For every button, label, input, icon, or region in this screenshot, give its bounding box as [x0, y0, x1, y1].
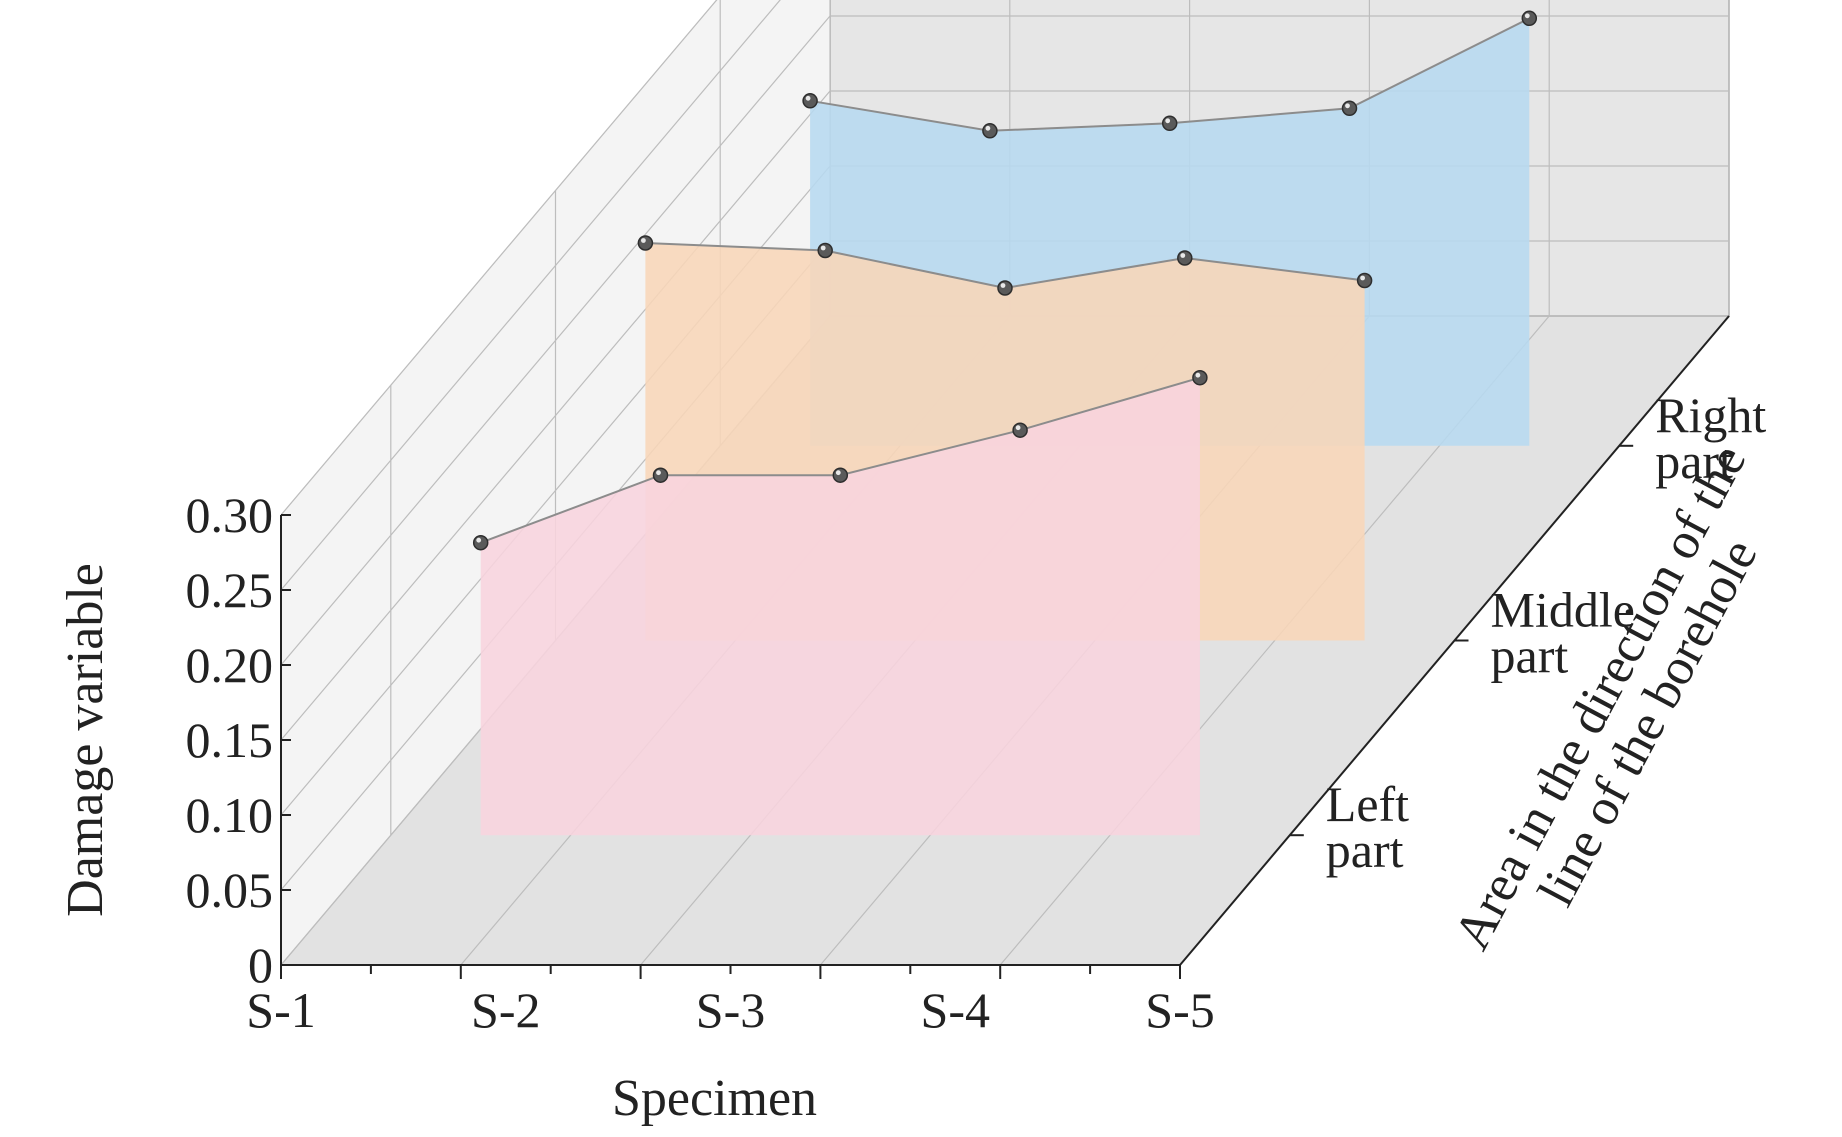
y-tick-label: Left part [1326, 776, 1409, 878]
x-tick-label: S-5 [1145, 982, 1214, 1038]
data-point-3-1 [802, 93, 818, 109]
data-point-highlight [1180, 253, 1186, 258]
data-point-2-3 [997, 280, 1013, 296]
series-area-1 [480, 377, 1200, 836]
data-point-3-3 [1161, 115, 1178, 132]
data-point-2-1 [637, 235, 654, 251]
z-tick-label: 0.15 [186, 712, 274, 768]
data-point-highlight [1015, 425, 1021, 431]
x-tick-label: S-3 [696, 982, 765, 1038]
data-point-highlight [1345, 103, 1350, 109]
z-tick-label: 0.20 [186, 637, 274, 693]
data-point-highlight [641, 238, 646, 243]
data-point-2-2 [817, 242, 833, 259]
x-tick-label: S-4 [921, 982, 990, 1038]
data-point-highlight [820, 245, 826, 251]
data-point-highlight [805, 95, 811, 101]
data-point-3-5 [1521, 10, 1538, 27]
data-point-highlight [1000, 283, 1006, 288]
z-tick-label: 0.10 [186, 787, 274, 843]
y-tick-label-line: Right [1655, 387, 1766, 443]
series-ribbon-1 [472, 369, 1208, 836]
z-tick-label: 0.30 [186, 487, 274, 543]
data-point-highlight [1165, 118, 1171, 124]
data-point-highlight [1360, 275, 1365, 281]
chart-axes [280, 315, 1730, 979]
data-point-3-2 [982, 123, 998, 139]
x-tick-label: S-1 [246, 982, 315, 1038]
data-point-1-3 [832, 467, 849, 483]
data-point-highlight [476, 537, 482, 543]
x-tick-label: S-2 [471, 982, 540, 1038]
data-point-1-4 [1012, 422, 1028, 438]
data-point-highlight [1195, 372, 1201, 378]
data-point-highlight [656, 470, 661, 476]
y-tick-label-line: Middle [1491, 582, 1635, 638]
z-axis-title: Damage variable [57, 563, 114, 917]
data-point-1-5 [1192, 369, 1208, 386]
y-tick-label-line: part [1326, 822, 1404, 878]
x-axis-title: Specimen [612, 1070, 817, 1127]
data-point-highlight [985, 125, 991, 131]
y-tick-label: Middle part [1491, 582, 1635, 684]
data-point-1-2 [652, 467, 669, 483]
data-point-highlight [1524, 13, 1530, 19]
y-tick-label-line: part [1491, 628, 1569, 684]
z-tick-label: 0.25 [186, 562, 274, 618]
data-point-1-1 [472, 534, 489, 551]
data-point-2-5 [1356, 272, 1373, 289]
y-tick-label: Right part [1655, 387, 1766, 489]
data-point-2-4 [1177, 250, 1193, 266]
y-tick-label-line: part [1655, 433, 1733, 489]
data-point-highlight [835, 470, 841, 476]
y-tick-label-line: Left [1326, 776, 1409, 832]
z-tick-label: 0.05 [186, 862, 274, 918]
chart-ribbons [472, 10, 1538, 836]
data-point-3-4 [1341, 100, 1358, 117]
z-tick-label: 0 [248, 937, 273, 993]
